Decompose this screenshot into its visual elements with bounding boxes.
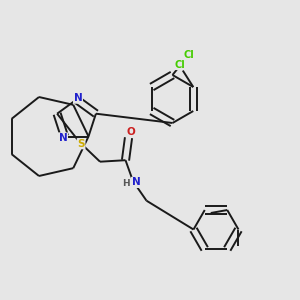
Text: N: N <box>58 133 68 143</box>
Text: Cl: Cl <box>184 50 194 60</box>
Text: H: H <box>122 179 130 188</box>
Text: S: S <box>77 139 85 149</box>
Text: N: N <box>74 93 82 103</box>
Text: N: N <box>132 177 140 188</box>
Text: O: O <box>127 127 135 137</box>
Text: Cl: Cl <box>174 59 185 70</box>
